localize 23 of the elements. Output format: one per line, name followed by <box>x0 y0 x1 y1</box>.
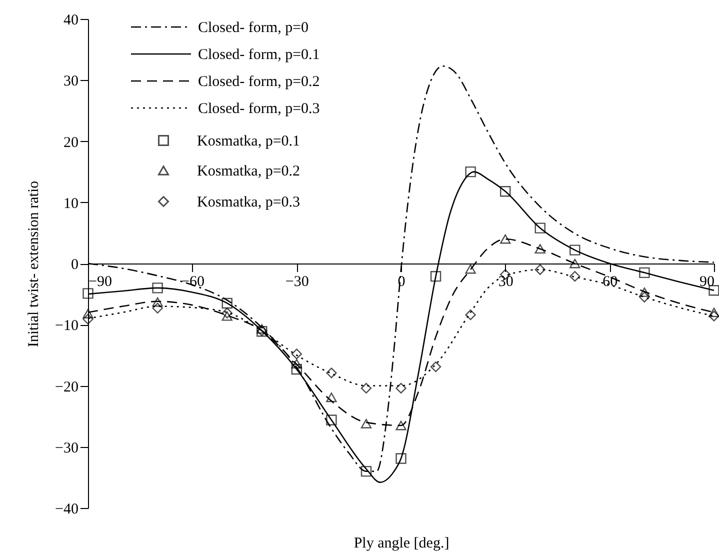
x-axis-title: Ply angle [deg.] <box>354 536 450 552</box>
y-tick-label: −40 <box>55 502 78 518</box>
legend-label: Kosmatka, p=0.3 <box>197 194 300 210</box>
y-tick-label: 10 <box>64 196 78 212</box>
y-tick-label: −20 <box>55 379 78 396</box>
x-tick-label: 30 <box>498 274 514 290</box>
y-tick-label: 40 <box>64 12 78 28</box>
legend-label: Closed- form, p=0.1 <box>198 47 320 63</box>
legend-label: Closed- form, p=0 <box>198 20 309 36</box>
legend-label: Closed- form, p=0.2 <box>198 74 320 90</box>
y-tick-label: 0 <box>71 257 78 273</box>
x-tick-label: −60 <box>181 274 205 290</box>
x-tick-label: −90 <box>88 274 112 290</box>
y-axis-title: Initial twist- extension ratio <box>26 180 42 348</box>
x-tick-label: 90 <box>700 274 714 290</box>
legend-label: Kosmatka, p=0.1 <box>197 134 300 150</box>
y-tick-label: −10 <box>55 318 78 334</box>
y-tick-label: 20 <box>64 134 78 151</box>
legend-label: Closed- form, p=0.3 <box>198 101 320 117</box>
y-tick-label: −30 <box>55 440 78 456</box>
y-tick-label: 30 <box>64 74 78 90</box>
x-tick-label: −30 <box>285 274 309 290</box>
legend-label: Kosmatka, p=0.2 <box>197 164 300 180</box>
